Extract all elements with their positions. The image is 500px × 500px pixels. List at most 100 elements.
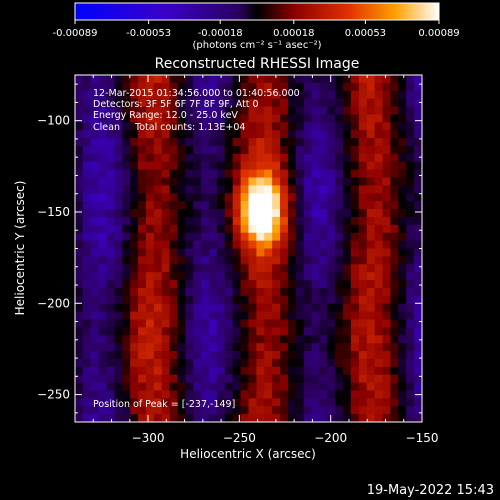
heatmap-cell [90, 82, 100, 92]
heatmap-cell [303, 351, 313, 360]
heatmap-cell [138, 264, 147, 273]
heatmap-cell [414, 75, 422, 84]
heatmap-cell [319, 264, 328, 273]
heatmap-cell [209, 414, 218, 422]
heatmap-cell [327, 311, 336, 321]
heatmap-cell [287, 98, 297, 108]
heatmap-cell [106, 272, 116, 281]
heatmap-cell [224, 343, 234, 352]
heatmap-cell [295, 248, 305, 257]
heatmap-cell [177, 280, 187, 289]
heatmap-cell [264, 193, 273, 202]
heatmap-cell [287, 216, 297, 226]
heatmap-cell [319, 82, 328, 92]
heatmap-cell [240, 256, 250, 265]
heatmap-cell [161, 161, 171, 171]
heatmap-cell [232, 90, 242, 100]
heatmap-cell [398, 177, 407, 187]
heatmap-cell [193, 390, 202, 399]
heatmap-cell [153, 374, 163, 384]
heatmap-cell [335, 138, 344, 147]
heatmap-cell [414, 414, 422, 422]
heatmap-cell [264, 177, 273, 187]
heatmap-cell [272, 106, 281, 116]
heatmap-cell [185, 406, 194, 415]
heatmap-cell [130, 272, 139, 281]
heatmap-cell [374, 390, 384, 399]
heatmap-cell [327, 303, 336, 313]
heatmap-cell [122, 382, 131, 392]
heatmap-cell [240, 216, 250, 226]
heatmap-cell [224, 256, 234, 265]
heatmap-cell [169, 240, 179, 250]
heatmap-cell [82, 98, 92, 108]
heatmap-cell [169, 382, 179, 392]
heatmap-cell [248, 287, 257, 297]
heatmap-cell [75, 232, 84, 242]
heatmap-cell [256, 256, 265, 265]
heatmap-cell [82, 185, 92, 194]
heatmap-cell [374, 335, 384, 344]
heatmap-cell [319, 311, 328, 321]
heatmap-cell [311, 248, 321, 257]
heatmap-cell [351, 343, 360, 352]
heatmap-cell [287, 90, 297, 100]
heatmap-cell [232, 177, 242, 187]
heatmap-cell [311, 106, 321, 116]
heatmap-cell [201, 216, 210, 226]
heatmap-cell [256, 98, 265, 108]
heatmap-cell [358, 343, 368, 352]
heatmap-cell [351, 295, 360, 305]
heatmap-cell [287, 177, 297, 187]
heatmap-cell [201, 138, 210, 147]
heatmap-cell [335, 287, 344, 297]
heatmap-cell [232, 130, 242, 139]
heatmap-cell [295, 382, 305, 392]
heatmap-cell [106, 335, 116, 344]
heatmap-cell [177, 398, 187, 407]
heatmap-cell [209, 366, 218, 376]
heatmap-cell [201, 366, 210, 376]
heatmap-cell [382, 327, 392, 336]
heatmap-cell [98, 351, 108, 360]
heatmap-cell [161, 327, 171, 336]
heatmap-cell [327, 209, 336, 218]
heatmap-cell [82, 193, 92, 202]
heatmap-cell [311, 327, 321, 336]
heatmap-cell [193, 398, 202, 407]
heatmap-cell [209, 153, 218, 163]
heatmap-cell [138, 343, 147, 352]
heatmap-cell [209, 248, 218, 257]
heatmap-cell [185, 240, 194, 250]
heatmap-cell [264, 216, 273, 226]
heatmap-cell [366, 130, 376, 139]
heatmap-cell [358, 382, 368, 392]
heatmap-cell [406, 398, 415, 407]
heatmap-cell [327, 106, 336, 116]
heatmap-cell [232, 82, 242, 92]
heatmap-cell [122, 398, 131, 407]
heatmap-cell [374, 201, 384, 210]
colorbar-ticks: -0.00089 -0.00053 -0.00018 0.00018 0.00053 0.… [53, 20, 460, 39]
heatmap-cell [145, 351, 155, 360]
heatmap-cell [138, 114, 147, 123]
heatmap-cell [319, 130, 328, 139]
heatmap-cell [82, 398, 92, 407]
heatmap-cell [240, 98, 250, 108]
heatmap-cell [153, 366, 163, 376]
heatmap-cell [327, 138, 336, 147]
heatmap-cell [335, 122, 344, 131]
heatmap-cell [106, 374, 116, 384]
heatmap-cell [114, 224, 123, 234]
heatmap-cell [130, 335, 139, 344]
heatmap-cell [358, 75, 368, 84]
heatmap-cell [303, 335, 313, 344]
heatmap-cell [122, 358, 131, 368]
heatmap-cell [319, 201, 328, 210]
heatmap-cell [343, 366, 352, 376]
heatmap-cell [177, 122, 187, 131]
heatmap-cell [303, 240, 313, 250]
heatmap-cell [224, 358, 234, 368]
heatmap-cell [138, 201, 147, 210]
